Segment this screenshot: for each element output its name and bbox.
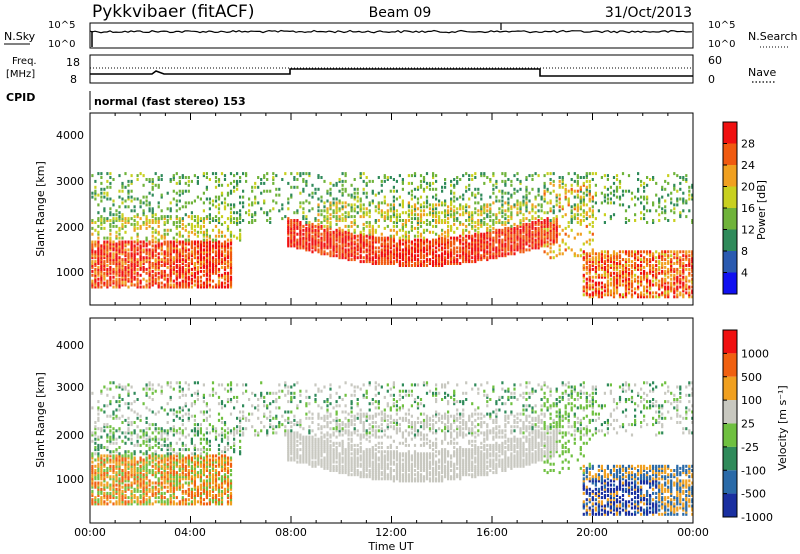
x-axis-label: Time UT	[367, 540, 413, 553]
nave-right-tick: 0	[708, 73, 715, 86]
power-colorbar-label: Power [dB]	[755, 180, 768, 240]
x-tick: 00:00	[677, 526, 709, 539]
colorbar-tick: -1000	[741, 511, 773, 524]
velocity-colorbar-label: Velocity [m s⁻¹]	[776, 385, 789, 470]
nave-label: Nave	[748, 66, 776, 79]
colorbar-tick: 20	[741, 181, 755, 194]
velocity-ylabel: Slant Range [km]	[34, 372, 47, 468]
power-ytick: 4000	[56, 129, 84, 142]
freq-left-tick: 8	[70, 73, 77, 86]
colorbar-tick: 24	[741, 159, 755, 172]
power-ytick: 3000	[56, 175, 84, 188]
x-tick: 20:00	[576, 526, 608, 539]
velocity-ytick: 1000	[56, 473, 84, 486]
x-tick: 12:00	[375, 526, 407, 539]
colorbar-tick: 12	[741, 224, 755, 237]
velocity-ytick: 4000	[56, 339, 84, 352]
power-heatmap	[91, 172, 693, 299]
power-ytick: 2000	[56, 221, 84, 234]
noise-panel: N.Sky 10^5 10^0 10^5 10^0 N.Search	[4, 20, 798, 50]
power-colorbar: 28 24 20 16 12 8 4	[722, 121, 755, 295]
noise-left-tick: 10^5	[48, 20, 75, 31]
tick-marks	[89, 113, 694, 523]
beam-label: Beam 09	[369, 5, 432, 21]
cpid-text: normal (fast stereo) 153	[94, 95, 246, 108]
x-axis: 00:00 04:00 08:00 12:00 16:00 20:00 00:0…	[74, 526, 709, 553]
power-ylabel: Slant Range [km]	[34, 161, 47, 257]
colorbar-tick: 16	[741, 202, 755, 215]
velocity-panel: Slant Range [km] 4000 3000 2000 1000 100…	[34, 317, 789, 524]
freq-line	[90, 68, 693, 77]
station-title: Pykkvibaer (fitACF)	[92, 2, 254, 22]
power-ytick: 1000	[56, 266, 84, 279]
noise-right-tick: 10^5	[708, 20, 735, 31]
freq-panel: Freq. [MHz] 18 8 60 0 Nave	[6, 54, 776, 86]
colorbar-tick: 28	[741, 138, 755, 151]
nsky-label: N.Sky	[4, 30, 36, 43]
colorbar-tick: 8	[741, 245, 748, 258]
x-tick: 08:00	[275, 526, 307, 539]
velocity-ytick: 3000	[56, 381, 84, 394]
colorbar-tick: -500	[741, 488, 766, 501]
freq-unit-label: [MHz]	[6, 69, 35, 80]
colorbar-tick: -100	[741, 464, 766, 477]
colorbar-tick: -25	[741, 441, 759, 454]
date-label: 31/Oct/2013	[605, 5, 692, 21]
power-panel: Slant Range [km] 4000 3000 2000 1000 282…	[34, 112, 768, 306]
colorbar-tick: 1000	[741, 347, 769, 360]
x-tick: 16:00	[476, 526, 508, 539]
freq-left-tick: 18	[66, 56, 80, 69]
freq-label: Freq.	[12, 56, 37, 67]
noise-right-tick: 10^0	[708, 39, 735, 50]
colorbar-tick: 500	[741, 371, 762, 384]
velocity-colorbar: 1000 500 100 25 -25 -100 -500 -1000	[722, 329, 773, 524]
colorbar-tick: 25	[741, 418, 755, 431]
nave-right-tick: 60	[708, 54, 722, 67]
velocity-ytick: 2000	[56, 429, 84, 442]
velocity-heatmap	[91, 381, 693, 516]
colorbar-tick: 100	[741, 394, 762, 407]
x-tick: 00:00	[74, 526, 106, 539]
velocity-yticks: 4000 3000 2000 1000	[56, 339, 84, 486]
cpid-label: CPID	[6, 91, 35, 104]
noise-sky-line	[89, 29, 693, 34]
colorbar-tick: 4	[741, 267, 748, 280]
nsearch-label: N.Search	[748, 30, 798, 43]
power-yticks: 4000 3000 2000 1000	[56, 129, 84, 279]
x-tick: 04:00	[174, 526, 206, 539]
noise-left-tick: 10^0	[48, 39, 75, 50]
